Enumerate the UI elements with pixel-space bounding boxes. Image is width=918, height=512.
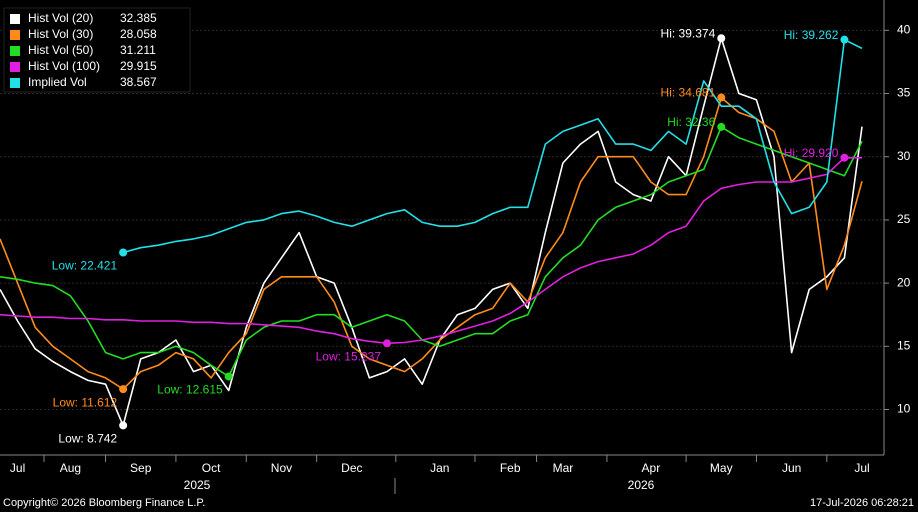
x-tick-label: Sep (130, 461, 152, 475)
y-tick-label: 15 (897, 338, 911, 352)
series-line (0, 37, 863, 427)
legend-label: Implied Vol (28, 75, 87, 89)
legend-swatch (10, 62, 20, 72)
x-tick-label: Nov (271, 461, 292, 475)
legend-label: Hist Vol (100) (28, 59, 100, 73)
series-line (0, 96, 863, 390)
plot (0, 37, 863, 427)
x-tick-label: Jul (10, 461, 25, 475)
y-tick-label: 20 (897, 275, 911, 289)
legend-value: 32.385 (120, 11, 157, 25)
annotation-label: Low: 8.742 (58, 432, 117, 446)
annotation-marker (840, 153, 849, 162)
x-tick-label: Feb (500, 461, 521, 475)
legend-box (3, 7, 191, 93)
legend-swatch (10, 46, 20, 56)
x-tick-label: Apr (642, 461, 661, 475)
x-tick-label: Jun (782, 461, 801, 475)
timestamp: 17-Jul-2026 06:28:21 (810, 497, 914, 509)
annotation-marker (119, 248, 128, 257)
annotations: Hi: 39.374 Low: 8.742 Hi: 34.681 Low: 11.61… (52, 26, 849, 446)
legend-swatch (10, 30, 20, 40)
series-line (0, 156, 863, 345)
legend-value: 38.567 (120, 75, 157, 89)
x-tick-label: Jan (430, 461, 449, 475)
x-tick-label: May (710, 461, 733, 475)
annotation-marker (717, 34, 726, 43)
copyright: Copyright© 2026 Bloomberg Finance L.P. (3, 497, 205, 509)
y-tick-label: 10 (897, 402, 911, 416)
x-tick-label: Jul (854, 461, 869, 475)
legend: Hist Vol (20) 32.385 Hist Vol (30) 28.058 Hi… (10, 11, 157, 89)
x-tick-label: Dec (341, 461, 362, 475)
annotation-label: Low: 11.612 (53, 395, 118, 409)
y-tick-label: 40 (897, 23, 911, 37)
legend-swatch (10, 78, 20, 88)
annotation-label: Low: 22.421 (52, 259, 118, 273)
legend-label: Hist Vol (50) (28, 43, 93, 57)
annotation-marker (717, 93, 726, 102)
series-line (122, 38, 863, 254)
annotation-marker (119, 421, 128, 430)
annotation-label: Hi: 32.36 (667, 115, 715, 129)
y-tick-label: 35 (897, 86, 911, 100)
y-tick-label: 25 (897, 212, 911, 226)
annotation-label: Hi: 39.374 (661, 26, 716, 40)
annotation-label: Hi: 39.262 (784, 28, 839, 42)
x-tick-label: Aug (60, 461, 81, 475)
annotation-marker (717, 122, 726, 131)
y-tick-label: 30 (897, 149, 911, 163)
annotation-label: Hi: 34.681 (661, 86, 716, 100)
x-tick-label: Oct (202, 461, 221, 475)
annotation-label: Hi: 29.920 (784, 146, 839, 160)
grid (0, 29, 889, 410)
series-line (0, 126, 863, 378)
annotation-marker (119, 385, 128, 394)
year-label: 2026 (628, 478, 655, 492)
legend-label: Hist Vol (20) (28, 11, 93, 25)
legend-label: Hist Vol (30) (28, 27, 93, 41)
x-tick-label: Mar (553, 461, 574, 475)
annotation-marker (840, 35, 849, 44)
annotation-label: Low: 15.237 (316, 349, 382, 363)
annotation-marker (383, 339, 392, 348)
annotation-marker (224, 372, 233, 381)
legend-value: 28.058 (120, 27, 157, 41)
legend-value: 31.211 (120, 43, 156, 57)
year-label: 2025 (184, 478, 211, 492)
legend-value: 29.915 (120, 59, 157, 73)
legend-swatch (10, 14, 20, 24)
annotation-label: Low: 12.615 (157, 383, 223, 397)
